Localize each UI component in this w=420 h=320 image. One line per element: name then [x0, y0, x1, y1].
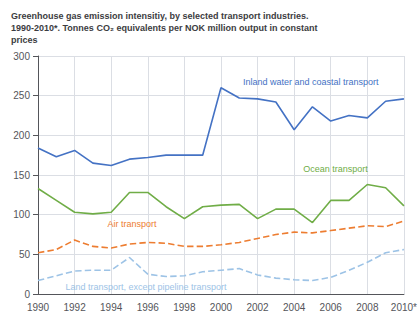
svg-text:Land transport, except pipelin: Land transport, except pipeline transpor… [65, 282, 227, 292]
svg-text:2006: 2006 [320, 302, 343, 313]
svg-text:200: 200 [13, 130, 30, 141]
svg-text:2010*: 2010* [391, 302, 417, 313]
svg-text:0: 0 [24, 289, 30, 300]
svg-text:Greenhouse gas emission intens: Greenhouse gas emission intensitiy, by s… [11, 11, 308, 21]
svg-text:prices: prices [11, 35, 38, 45]
svg-text:2004: 2004 [283, 302, 306, 313]
svg-text:150: 150 [13, 170, 30, 181]
svg-text:1996: 1996 [137, 302, 160, 313]
svg-text:Inland water and coastal trans: Inland water and coastal transport [243, 77, 379, 87]
svg-text:Air transport: Air transport [108, 219, 158, 229]
svg-text:250: 250 [13, 90, 30, 101]
svg-text:1992: 1992 [63, 302, 86, 313]
svg-text:1998: 1998 [173, 302, 196, 313]
svg-text:1990: 1990 [27, 302, 50, 313]
svg-text:2002: 2002 [246, 302, 269, 313]
svg-text:1990-2010*. Tonnes CO₂ equival: 1990-2010*. Tonnes CO₂ equivalents per N… [11, 23, 317, 33]
svg-text:1994: 1994 [100, 302, 123, 313]
svg-text:2000: 2000 [210, 302, 233, 313]
svg-text:50: 50 [19, 249, 31, 260]
svg-text:Ocean transport: Ocean transport [303, 164, 368, 174]
svg-text:2008: 2008 [356, 302, 379, 313]
svg-text:100: 100 [13, 209, 30, 220]
svg-text:300: 300 [13, 51, 30, 62]
